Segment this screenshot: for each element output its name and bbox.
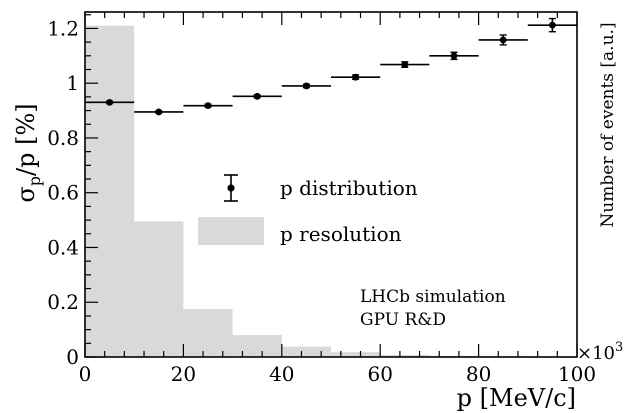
histogram-bar [331,352,381,357]
legend-distribution-swatch [198,217,264,245]
y-tick-label: 0.6 [47,181,79,205]
resolution-points-layer [85,17,577,116]
annotation-gpu-rd: GPU R&D [360,310,446,330]
y-tick-label: 0.8 [47,126,79,150]
histogram-bar [232,335,282,357]
legend-resolution-label: p distribution [280,176,418,200]
y-tick-label: 0.2 [47,290,79,314]
resolution-point [478,34,528,46]
resolution-marker [549,21,556,29]
x-multiplier-exponent: 3 [615,340,623,355]
resolution-marker [106,98,113,106]
annotation-lhcb-simulation: LHCb simulation [360,287,506,307]
legend-resolution-marker [227,184,235,192]
x-axis-label: p [MeV/c] [457,384,576,412]
resolution-marker [303,82,310,90]
histogram-bar [134,221,184,357]
histogram-bar [281,346,331,357]
resolution-marker [401,61,409,68]
resolution-marker [499,36,507,44]
resolution-marker [204,102,212,110]
resolution-point [429,51,479,61]
x-multiplier: ×103 [577,340,623,364]
legend: p distribution p resolution [198,174,418,246]
x-tick-label: 0 [79,362,92,386]
y-axis-label-sigma: σ [12,186,40,202]
x-tick-label: 80 [466,362,491,386]
resolution-point [527,17,577,33]
x-tick-label: 40 [269,362,294,386]
y-axis-label-subscript: p [25,176,44,186]
resolution-marker [155,108,163,116]
x-tick-label: 60 [367,362,392,386]
resolution-point [134,108,184,116]
y-axis-label-rest: /p [%] [12,103,40,176]
svg-text:σp/p [%]: σp/p [%] [12,103,44,202]
y-tick-label: 0 [66,345,79,369]
y-tick-label: 1.2 [47,16,79,40]
histogram-bar [85,25,135,357]
plot-frame [84,11,578,358]
y-tick-label: 0.4 [47,235,79,259]
resolution-point [281,82,331,90]
x-multiplier-base: ×10 [577,343,615,364]
y-tick-label: 1 [66,71,79,95]
legend-distribution-label: p resolution [280,222,402,246]
x-tick-label: 20 [171,362,196,386]
resolution-point [380,61,430,69]
resolution-marker [352,73,359,81]
histogram-bar [380,354,430,357]
resolution-point [232,92,282,100]
resolution-marker [253,92,261,100]
x-tick-label: 100 [558,362,596,386]
y-axis-label: σp/p [%] [12,103,44,202]
axis-ticks: 0 20 40 60 80 100 0 0.2 0.4 0.6 0.8 1 1.2 [47,12,596,386]
resolution-point [183,102,233,110]
resolution-point [85,98,135,106]
right-axis-label: Number of events [a.u.] [598,22,618,227]
resolution-marker [450,52,458,60]
right-axis-label-text: Number of events [a.u.] [598,22,618,227]
histogram-bar [183,309,233,357]
plot-frame-border [84,11,578,358]
resolution-point [331,73,381,81]
